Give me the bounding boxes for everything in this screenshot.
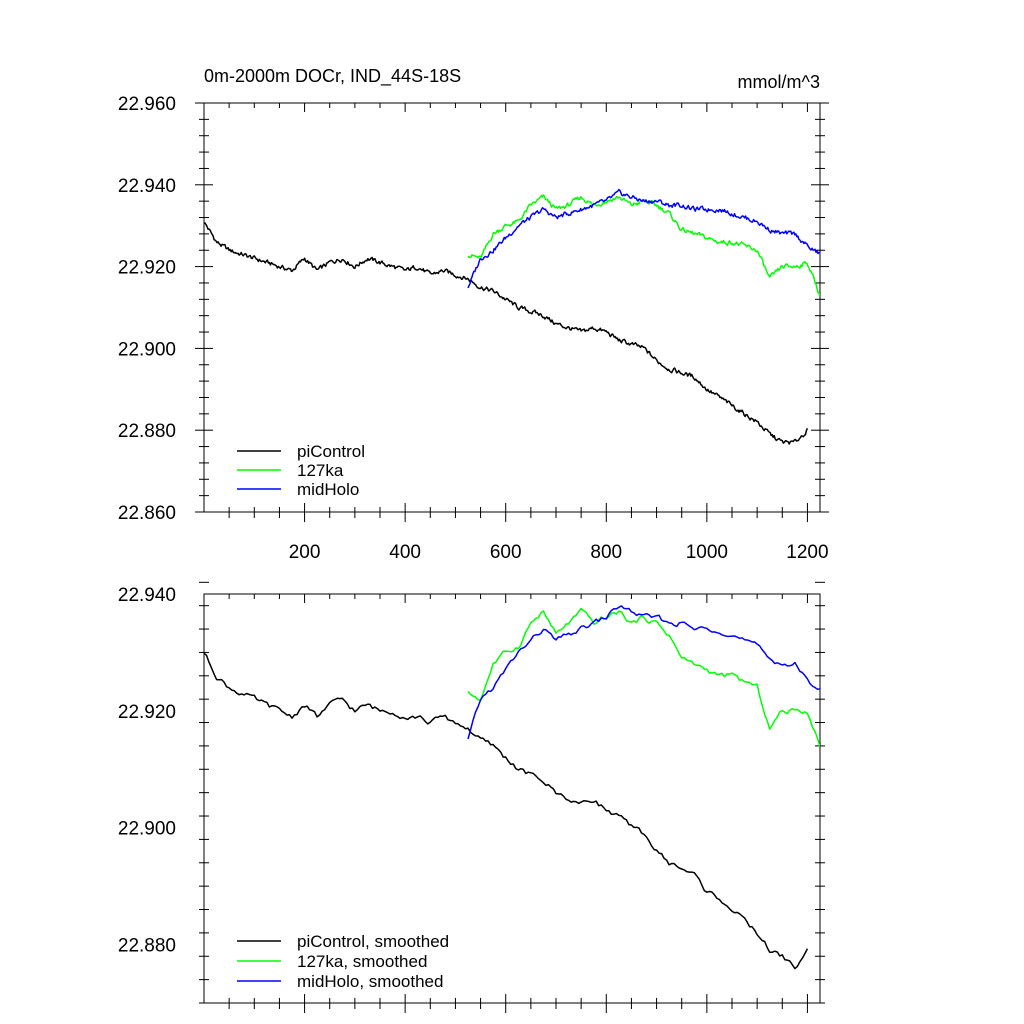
y-tick-label: 22.940: [118, 176, 176, 197]
legend-label: midHolo: [297, 480, 359, 499]
y-tick-label: 22.960: [118, 94, 176, 115]
series-line-picontrol: [204, 222, 809, 445]
y-tick-label: 22.940: [118, 585, 176, 606]
plot-frame: [203, 102, 821, 513]
series-line-127ka-smoothed: [467, 607, 820, 748]
legend-label: midHolo, smoothed: [297, 972, 443, 991]
legend-label: 127ka, smoothed: [297, 952, 427, 971]
x-tick-label: 200: [289, 542, 321, 563]
x-tick-label: 1200: [786, 542, 828, 563]
y-tick-label: 22.920: [118, 258, 176, 279]
x-tick-label: 400: [389, 542, 421, 563]
legend-label: 127ka: [297, 461, 344, 480]
y-tick-label: 22.900: [118, 819, 176, 840]
x-tick-label: 800: [590, 542, 622, 563]
y-tick-label: 22.900: [118, 339, 176, 360]
series-line-127ka: [467, 194, 820, 297]
legend-label: piControl, smoothed: [297, 932, 449, 951]
top-panel: 200 400 600 800 1000 1200 22.860 22.880 22.900 22…: [118, 94, 829, 563]
legend-label: piControl: [297, 442, 365, 461]
series-line-midholo: [467, 188, 820, 289]
y-tick-label: 22.860: [118, 503, 176, 524]
x-tick-label: 1000: [686, 542, 728, 563]
series-line-picontrol-smoothed: [204, 652, 809, 970]
y-tick-label: 22.920: [118, 702, 176, 723]
series-line-midholo-smoothed: [467, 605, 820, 740]
bottom-panel: 22.880 22.900 22.920 22.940 piControl, smoot…: [118, 581, 825, 1013]
x-tick-label: 600: [490, 542, 522, 563]
chart-title: 0m-2000m DOCr, IND_44S-18S: [204, 66, 461, 87]
y-tick-label: 22.880: [118, 936, 176, 957]
y-tick-label: 22.880: [118, 421, 176, 442]
units-label: mmol/m^3: [738, 72, 820, 92]
plot-frame: [203, 593, 821, 1004]
